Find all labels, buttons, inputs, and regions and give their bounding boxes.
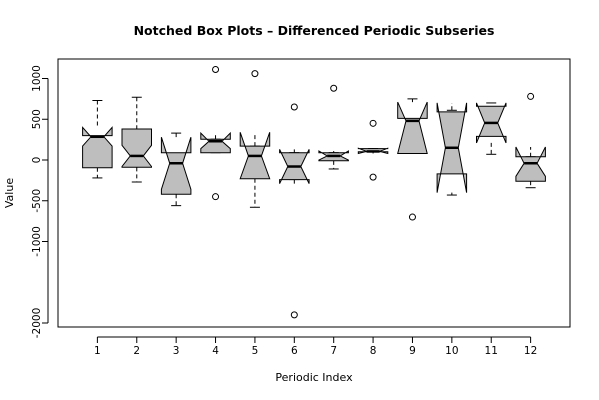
box-7 [318, 84, 349, 170]
x-tick-label: 6 [291, 345, 298, 357]
x-tick-label: 9 [409, 345, 416, 357]
box-4 [200, 66, 231, 201]
outlier-point [251, 70, 259, 78]
plot-area-frame [57, 58, 571, 328]
outlier-point [369, 119, 377, 127]
box-9 [397, 98, 428, 221]
y-tick-label: -1000 [31, 226, 43, 257]
notched-box [121, 128, 152, 168]
outlier-point [290, 103, 298, 111]
box-6 [279, 103, 310, 319]
box-5 [239, 70, 271, 208]
x-tick-label: 3 [173, 345, 180, 357]
y-tick-label: -500 [31, 189, 43, 213]
outlier-point [408, 213, 416, 221]
x-tick-label: 11 [485, 345, 498, 357]
box-1 [82, 100, 113, 179]
box-series [82, 66, 546, 319]
notched-box [397, 101, 428, 154]
outlier-point [290, 311, 298, 319]
x-tick-label: 2 [133, 345, 140, 357]
x-tick-label: 5 [252, 345, 259, 357]
x-tick-label: 4 [212, 345, 219, 357]
notched-box [82, 126, 113, 169]
x-tick-label: 12 [524, 345, 537, 357]
box-8 [357, 119, 389, 181]
box-3 [160, 132, 192, 207]
box-12 [515, 92, 546, 189]
y-axis: -2000 -1000 -500 0 500 1000 [31, 65, 49, 339]
outlier-point [212, 66, 220, 74]
x-axis: 1 2 3 4 5 6 7 8 9 10 11 12 [94, 336, 537, 357]
y-tick-label: 500 [31, 109, 43, 129]
box-2 [121, 96, 152, 183]
chart-title: Notched Box Plots – Differenced Periodic… [134, 23, 495, 38]
x-tick-label: 1 [94, 345, 101, 357]
y-tick-label: 0 [31, 157, 43, 164]
y-tick-label: 1000 [31, 65, 43, 92]
box-11 [476, 102, 507, 155]
y-axis-label: Value [3, 178, 16, 208]
x-tick-label: 7 [330, 345, 337, 357]
notched-box [160, 137, 192, 195]
x-tick-label: 8 [370, 345, 377, 357]
outlier-point [330, 84, 338, 92]
box-10 [436, 102, 468, 196]
y-tick-label: -2000 [31, 308, 43, 339]
notched-box [200, 131, 231, 154]
x-axis-label: Periodic Index [275, 371, 353, 384]
outlier-point [527, 92, 535, 100]
outlier-point [369, 173, 377, 181]
outlier-point [212, 193, 220, 201]
x-tick-label: 10 [445, 345, 458, 357]
